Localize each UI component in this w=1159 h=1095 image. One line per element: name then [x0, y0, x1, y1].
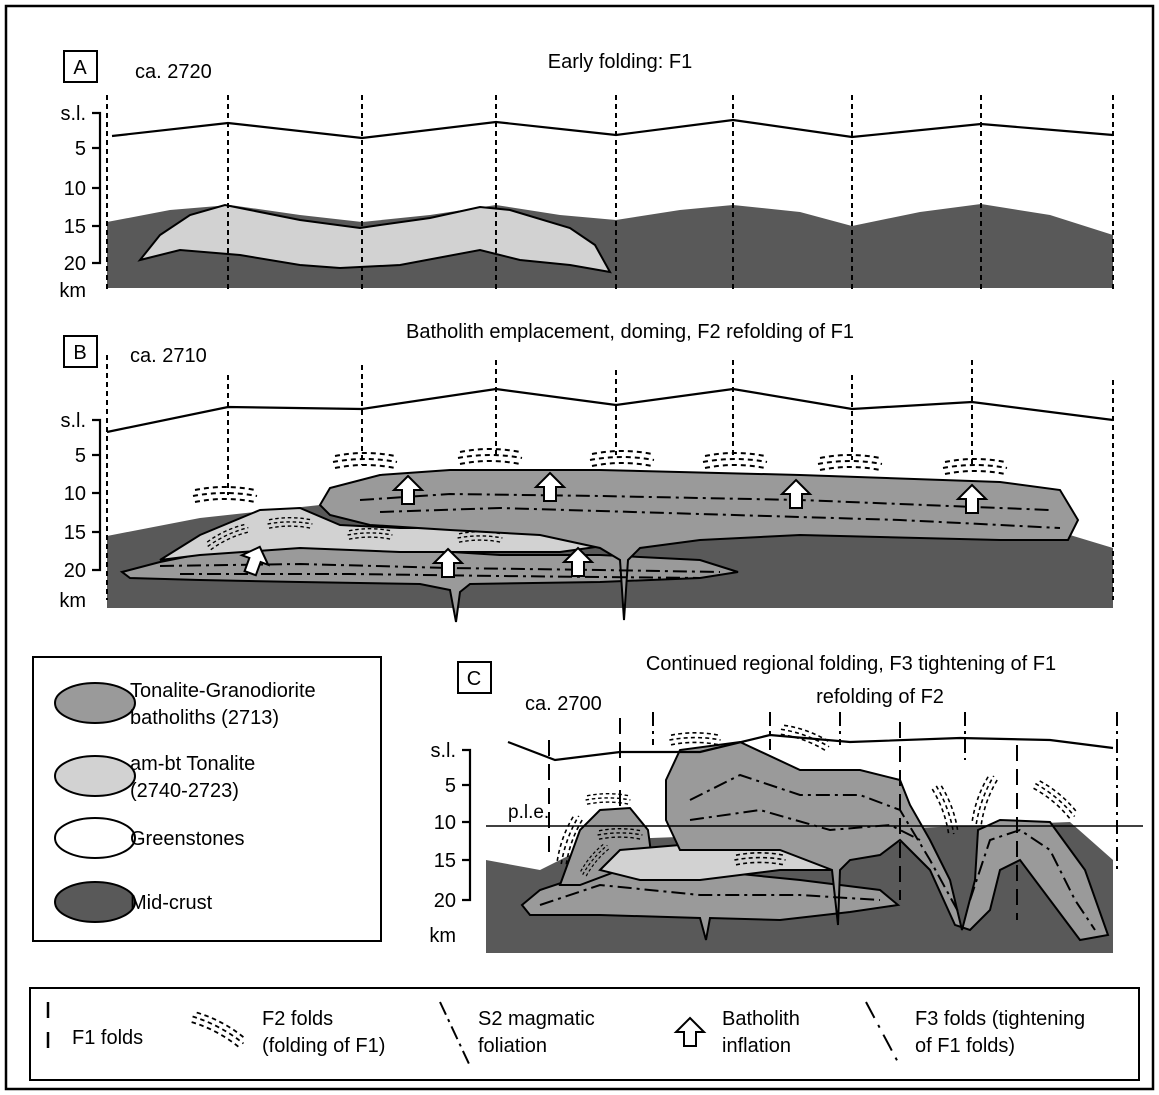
legend-text: F3 folds (tightening — [915, 1008, 1085, 1030]
panel-title: Early folding: F1 — [548, 51, 693, 73]
depth-label: 20 — [64, 253, 86, 275]
shape — [590, 451, 654, 466]
shape — [458, 449, 522, 464]
surface — [112, 120, 1113, 138]
legend-text: (2740-2723) — [130, 780, 239, 802]
legend-swatch — [55, 756, 135, 796]
shape — [333, 453, 397, 468]
structure-legend: F1 folds F2 folds (folding of F1) S2 mag… — [30, 988, 1139, 1080]
ple-label: p.l.e. — [508, 802, 549, 823]
legend-text: S2 magmatic — [478, 1008, 595, 1030]
depth-label: 10 — [64, 178, 86, 200]
depth-axis — [92, 420, 100, 570]
shape — [969, 773, 998, 825]
depth-label: 10 — [64, 483, 86, 505]
depth-label: 5 — [75, 138, 86, 160]
shape — [943, 459, 1007, 474]
shape — [669, 733, 720, 745]
surface — [107, 389, 1113, 432]
panel-title: Batholith emplacement, doming, F2 refold… — [406, 321, 854, 343]
depth-label: 15 — [64, 216, 86, 238]
legend-text: Tonalite-Granodiorite — [130, 680, 316, 702]
panel-title: Continued regional folding, F3 tightenin… — [646, 653, 1056, 675]
depth-label: 15 — [64, 522, 86, 544]
age: ca. 2700 — [525, 693, 602, 715]
depth-label: 5 — [445, 775, 456, 797]
depth-labels: s.l. 5 10 15 20 km — [429, 740, 456, 947]
panel-label: B — [73, 342, 86, 364]
shape — [586, 794, 631, 805]
surface — [508, 735, 1113, 760]
depth-label: s.l. — [430, 740, 456, 762]
legend-text: am-bt Tonalite — [130, 753, 255, 775]
depth-label: 15 — [434, 850, 456, 872]
depth-label: 10 — [434, 812, 456, 834]
panel-c: Continued regional folding, F3 tightenin… — [429, 653, 1143, 953]
legend-text: Batholith — [722, 1008, 800, 1030]
legend-swatch — [55, 882, 135, 922]
age: ca. 2710 — [130, 345, 207, 367]
panel-title: refolding of F2 — [816, 686, 944, 708]
legend-swatch — [55, 683, 135, 723]
legend-text: F2 folds — [262, 1008, 333, 1030]
shape — [818, 455, 882, 470]
legend-text: Greenstones — [130, 828, 245, 850]
legend-text: foliation — [478, 1035, 547, 1057]
diagram: A ca. 2720 Early folding: F1 s.l. 5 10 1… — [0, 0, 1159, 1095]
depth-label: km — [59, 280, 86, 302]
legend-text: F1 folds — [72, 1027, 143, 1049]
legend-text: of F1 folds) — [915, 1035, 1015, 1057]
panel-label: A — [73, 57, 87, 79]
depth-labels: s.l. 5 10 15 20 km — [59, 103, 86, 302]
depth-axis — [462, 750, 470, 900]
age: ca. 2720 — [135, 61, 212, 83]
depth-axis — [92, 113, 100, 263]
shape — [1032, 778, 1079, 820]
panel-b: B ca. 2710 Batholith emplacement, doming… — [59, 321, 1113, 622]
depth-label: km — [59, 590, 86, 612]
legend-box — [30, 988, 1139, 1080]
depth-labels: s.l. 5 10 15 20 km — [59, 410, 86, 612]
depth-label: s.l. — [60, 410, 86, 432]
depth-label: 20 — [434, 890, 456, 912]
legend-text: inflation — [722, 1035, 791, 1057]
depth-label: 20 — [64, 560, 86, 582]
depth-label: km — [429, 925, 456, 947]
legend-text: batholiths (2713) — [130, 707, 279, 729]
panel-label: C — [467, 668, 481, 690]
rock-legend: Tonalite-Granodiorite batholiths (2713) … — [33, 657, 381, 941]
depth-label: s.l. — [60, 103, 86, 125]
legend-text: (folding of F1) — [262, 1035, 385, 1057]
legend-swatch — [55, 818, 135, 858]
shape — [703, 453, 767, 468]
legend-text: Mid-crust — [130, 892, 213, 914]
panel-a: A ca. 2720 Early folding: F1 s.l. 5 10 1… — [59, 51, 1113, 302]
depth-label: 5 — [75, 445, 86, 467]
shape — [193, 487, 257, 502]
